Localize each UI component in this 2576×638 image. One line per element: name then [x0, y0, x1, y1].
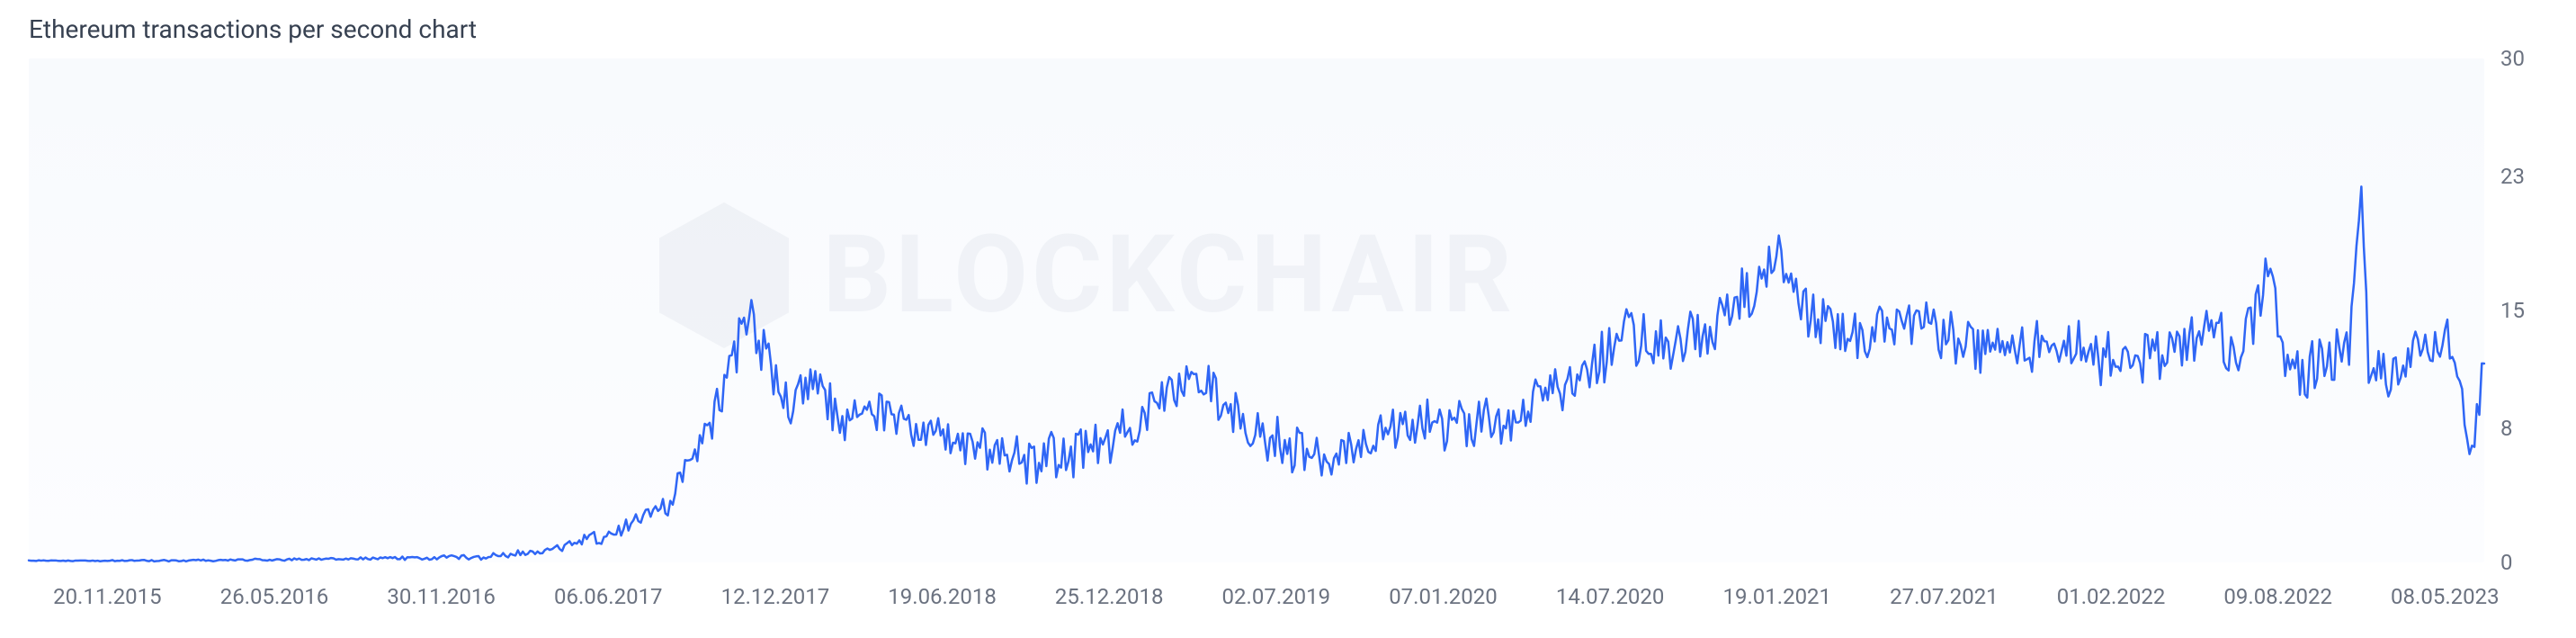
x-tick: 20.11.2015	[53, 584, 162, 609]
y-tick: 0	[2500, 550, 2513, 575]
line-chart-svg	[29, 58, 2484, 562]
x-tick: 08.05.2023	[2391, 584, 2500, 609]
y-tick: 15	[2500, 298, 2525, 323]
x-tick: 12.12.2017	[721, 584, 830, 609]
x-tick: 01.02.2022	[2057, 584, 2166, 609]
x-tick-row: 20.11.2015 26.05.2016 30.11.2016 06.06.2017…	[29, 584, 2484, 638]
y-axis: 08152330	[2484, 58, 2547, 562]
x-axis: 20.11.2015 26.05.2016 30.11.2016 06.06.2017…	[29, 584, 2547, 638]
series-line	[29, 186, 2484, 562]
x-tick: 30.11.2016	[387, 584, 496, 609]
chart-title: Ethereum transactions per second chart	[29, 14, 2547, 44]
x-tick: 14.07.2020	[1556, 584, 1665, 609]
y-tick: 23	[2500, 164, 2525, 189]
x-tick: 06.06.2017	[554, 584, 663, 609]
y-tick: 8	[2500, 416, 2513, 441]
x-tick: 19.01.2021	[1722, 584, 1831, 609]
x-tick: 07.01.2020	[1389, 584, 1498, 609]
x-tick: 19.06.2018	[888, 584, 997, 609]
x-tick: 25.12.2018	[1055, 584, 1164, 609]
plot-wrap: BLOCKCHAIR 08152330	[29, 58, 2547, 562]
chart-container: Ethereum transactions per second chart B…	[0, 0, 2576, 634]
x-tick: 27.07.2021	[1890, 584, 1999, 609]
x-tick: 02.07.2019	[1222, 584, 1331, 609]
x-tick: 26.05.2016	[220, 584, 329, 609]
x-tick: 09.08.2022	[2223, 584, 2332, 609]
plot-area: BLOCKCHAIR	[29, 58, 2484, 562]
y-tick: 30	[2500, 46, 2525, 71]
